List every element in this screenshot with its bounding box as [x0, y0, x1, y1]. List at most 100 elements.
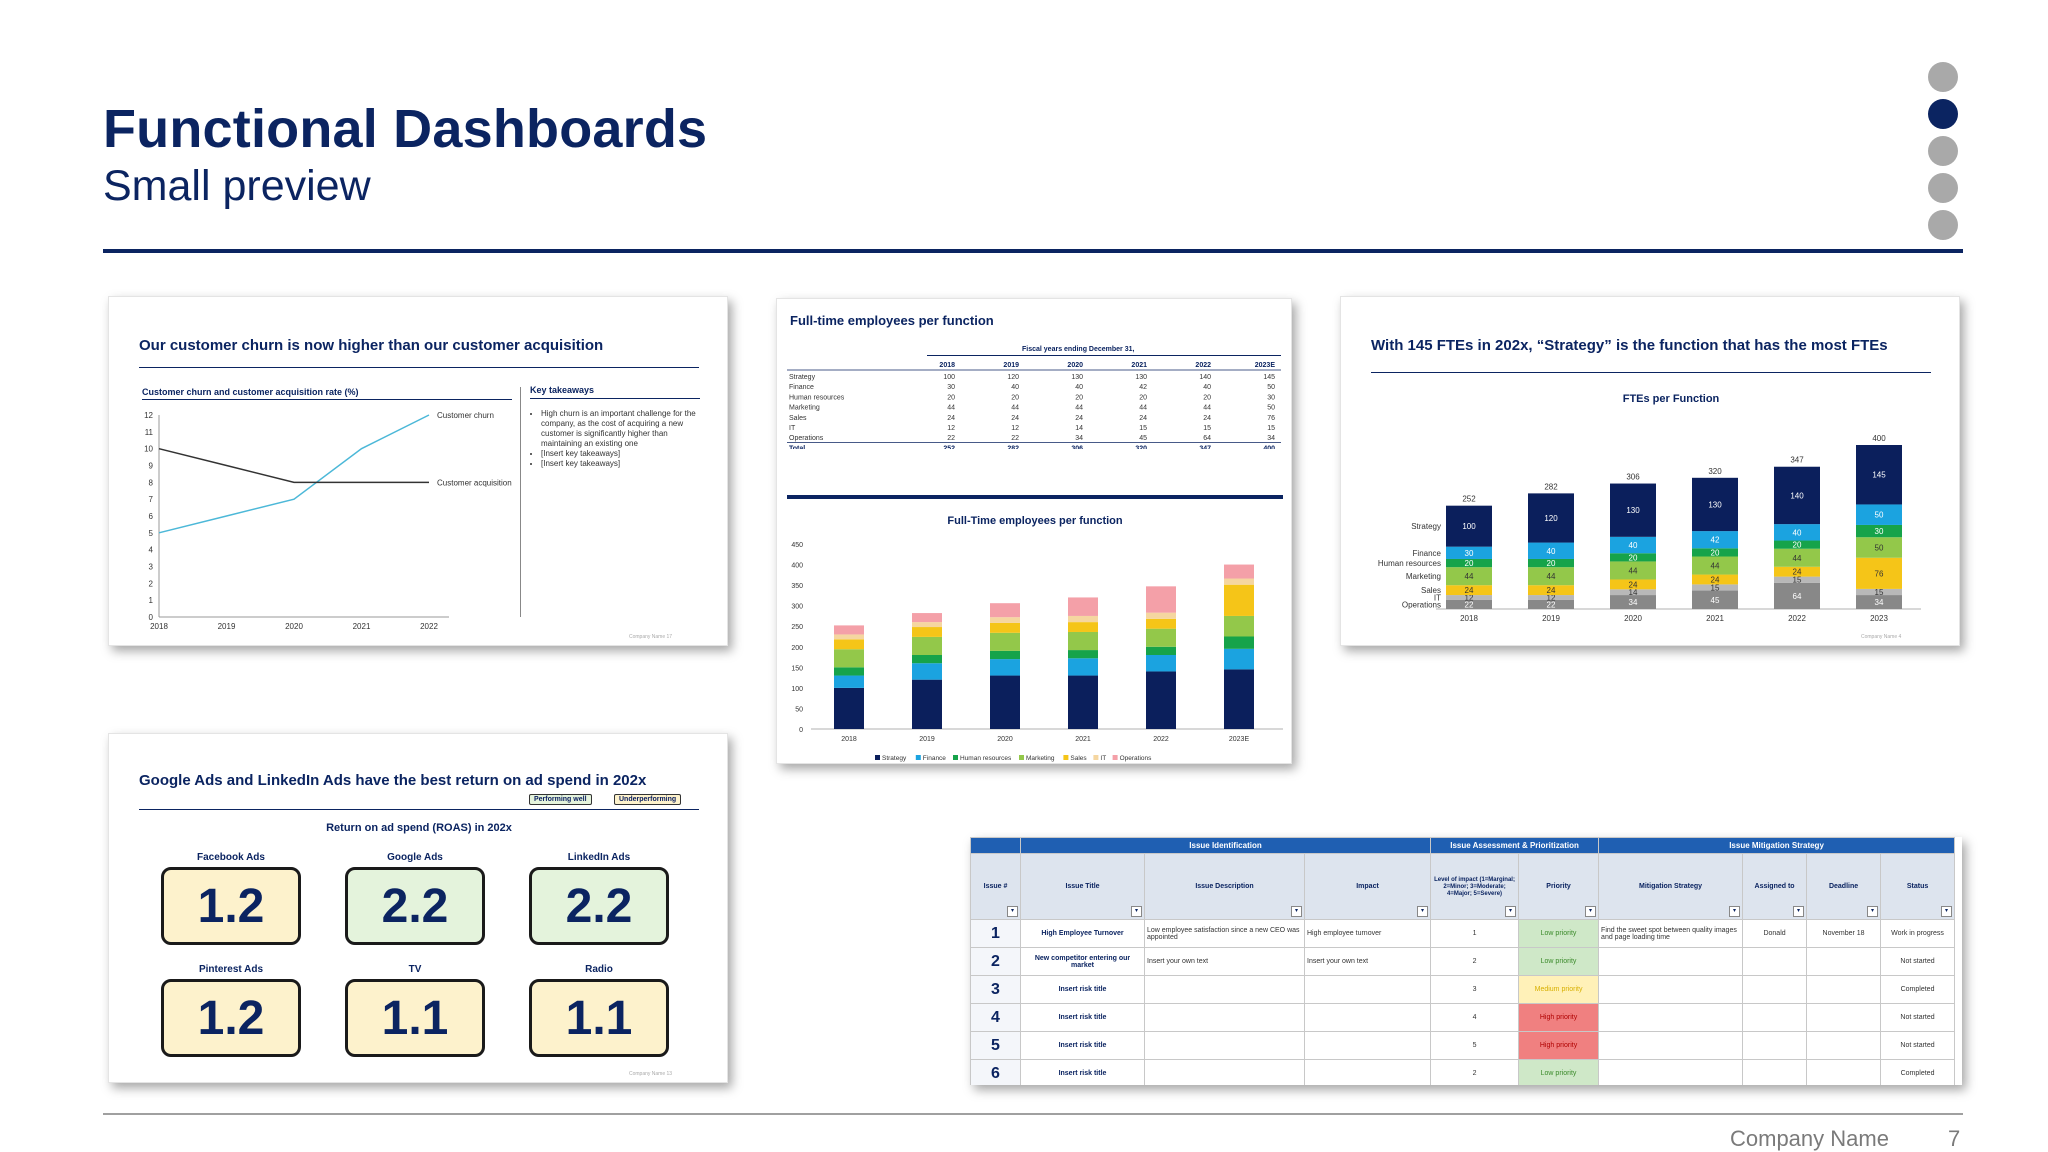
cell-status[interactable]: Completed — [1880, 1059, 1956, 1085]
table-row[interactable]: 3 Insert risk title 3 Medium priority Comple… — [970, 975, 1956, 1004]
cell-impact[interactable] — [1303, 975, 1432, 1004]
cell-desc[interactable]: Insert your own text — [1144, 947, 1305, 976]
bar-segment — [912, 679, 942, 729]
cell-priority[interactable]: Low priority — [1518, 947, 1600, 976]
filter-dropdown-icon[interactable]: ▾ — [1729, 906, 1741, 917]
cell-status[interactable]: Not started — [1880, 947, 1956, 976]
cell-title[interactable]: Insert risk title — [1020, 1031, 1145, 1060]
cell-level[interactable]: 5 — [1430, 1031, 1520, 1060]
cell-desc[interactable] — [1144, 1003, 1305, 1032]
cell-priority[interactable]: High priority — [1518, 1031, 1600, 1060]
preview-card-churn[interactable]: Our customer churn is now higher than ou… — [108, 296, 728, 646]
cell-deadline[interactable] — [1806, 1059, 1882, 1085]
table-row[interactable]: 1 High Employee Turnover Low employee sati… — [970, 919, 1956, 948]
bar-segment — [990, 675, 1020, 729]
cell-level[interactable]: 4 — [1430, 1003, 1520, 1032]
cell-deadline[interactable]: November 18 — [1806, 919, 1882, 948]
filter-dropdown-icon[interactable]: ▾ — [1417, 906, 1429, 917]
filter-dropdown-icon[interactable]: ▾ — [1867, 906, 1879, 917]
cell-num[interactable]: 6 — [970, 1059, 1021, 1085]
filter-dropdown-icon[interactable]: ▾ — [1793, 906, 1805, 917]
cell-impact[interactable] — [1303, 1003, 1432, 1032]
preview-card-fte-function[interactable]: With 145 FTEs in 202x, “Strategy” is the… — [1340, 296, 1960, 646]
cell-status[interactable]: Work in progress — [1880, 919, 1956, 948]
divider — [1371, 372, 1931, 373]
cell-assigned[interactable]: Donald — [1742, 919, 1808, 948]
cell-status[interactable]: Not started — [1880, 1003, 1956, 1032]
legend-swatch — [915, 755, 921, 760]
cell-strategy[interactable] — [1598, 1031, 1744, 1060]
nav-dot-5[interactable] — [1928, 210, 1958, 240]
x-tick-label: 2022 — [420, 622, 438, 631]
preview-card-fte-table[interactable]: Full-time employees per function Fiscal … — [776, 298, 1292, 764]
nav-dot-4[interactable] — [1928, 173, 1958, 203]
table-cell: 64 — [1203, 435, 1211, 442]
table-total-cell: 252 — [943, 445, 955, 449]
data-label: 140 — [1790, 491, 1804, 500]
preview-card-issue-log[interactable]: Issue Identification Issue Assessment & … — [970, 837, 1962, 1085]
cell-level[interactable]: 3 — [1430, 975, 1520, 1004]
bar-segment — [1774, 548, 1820, 567]
filter-dropdown-icon[interactable]: ▾ — [1505, 906, 1517, 917]
cell-deadline[interactable] — [1806, 1031, 1882, 1060]
cell-deadline[interactable] — [1806, 1003, 1882, 1032]
cell-status[interactable]: Not started — [1880, 1031, 1956, 1060]
cell-impact[interactable] — [1303, 1059, 1432, 1085]
filter-dropdown-icon[interactable]: ▾ — [1007, 906, 1018, 917]
cell-num[interactable]: 1 — [970, 919, 1021, 948]
data-label: 44 — [1793, 554, 1802, 563]
cell-title[interactable]: Insert risk title — [1020, 1003, 1145, 1032]
cell-title[interactable]: New competitor entering our market — [1020, 947, 1145, 976]
cell-title[interactable]: Insert risk title — [1020, 975, 1145, 1004]
cell-priority[interactable]: High priority — [1518, 1003, 1600, 1032]
table-row[interactable]: 4 Insert risk title 4 High priority Not star… — [970, 1003, 1956, 1032]
cell-num[interactable]: 3 — [970, 975, 1021, 1004]
cell-deadline[interactable] — [1806, 947, 1882, 976]
table-row[interactable]: 2 New competitor entering our market Inser… — [970, 947, 1956, 976]
cell-priority[interactable]: Low priority — [1518, 919, 1600, 948]
cell-strategy[interactable] — [1598, 1003, 1744, 1032]
cell-strategy[interactable]: Find the sweet spot between quality imag… — [1598, 919, 1744, 948]
cell-level[interactable]: 2 — [1430, 1059, 1520, 1085]
cell-strategy[interactable] — [1598, 1059, 1744, 1085]
cell-assigned[interactable] — [1742, 947, 1808, 976]
filter-dropdown-icon[interactable]: ▾ — [1941, 906, 1953, 917]
table-row[interactable]: 6 Insert risk title 2 Low priority Completed — [970, 1059, 1956, 1085]
filter-dropdown-icon[interactable]: ▾ — [1291, 906, 1302, 917]
cell-strategy[interactable] — [1598, 947, 1744, 976]
cell-deadline[interactable] — [1806, 975, 1882, 1004]
total-label: 400 — [1872, 434, 1886, 443]
cell-num[interactable]: 4 — [970, 1003, 1021, 1032]
cell-assigned[interactable] — [1742, 975, 1808, 1004]
cell-priority[interactable]: Low priority — [1518, 1059, 1600, 1085]
cell-strategy[interactable] — [1598, 975, 1744, 1004]
bar-segment — [912, 613, 942, 623]
cell-desc[interactable] — [1144, 1059, 1305, 1085]
cell-assigned[interactable] — [1742, 1059, 1808, 1085]
column-header: Priority ▾ — [1518, 853, 1600, 920]
cell-level[interactable]: 1 — [1430, 919, 1520, 948]
cell-impact[interactable]: High employee turnover — [1303, 919, 1432, 948]
table-row[interactable]: 5 Insert risk title 5 High priority Not star… — [970, 1031, 1956, 1060]
cell-desc[interactable] — [1144, 1031, 1305, 1060]
cell-assigned[interactable] — [1742, 1003, 1808, 1032]
cell-impact[interactable] — [1303, 1031, 1432, 1060]
cell-status[interactable]: Completed — [1880, 975, 1956, 1004]
preview-card-roas[interactable]: Google Ads and LinkedIn Ads have the bes… — [108, 733, 728, 1083]
cell-assigned[interactable] — [1742, 1031, 1808, 1060]
nav-dot-3[interactable] — [1928, 136, 1958, 166]
cell-num[interactable]: 2 — [970, 947, 1021, 976]
cell-num[interactable]: 5 — [970, 1031, 1021, 1060]
nav-dot-1[interactable] — [1928, 62, 1958, 92]
cell-level[interactable]: 2 — [1430, 947, 1520, 976]
cell-title[interactable]: Insert risk title — [1020, 1059, 1145, 1085]
cell-title[interactable]: High Employee Turnover — [1020, 919, 1145, 948]
y-tick-label: 250 — [791, 624, 803, 631]
cell-priority[interactable]: Medium priority — [1518, 975, 1600, 1004]
cell-impact[interactable]: Insert your own text — [1303, 947, 1432, 976]
filter-dropdown-icon[interactable]: ▾ — [1585, 906, 1597, 917]
nav-dot-2[interactable] — [1928, 99, 1958, 129]
cell-desc[interactable]: Low employee satisfaction since a new CE… — [1144, 919, 1305, 948]
filter-dropdown-icon[interactable]: ▾ — [1131, 906, 1142, 917]
cell-desc[interactable] — [1144, 975, 1305, 1004]
